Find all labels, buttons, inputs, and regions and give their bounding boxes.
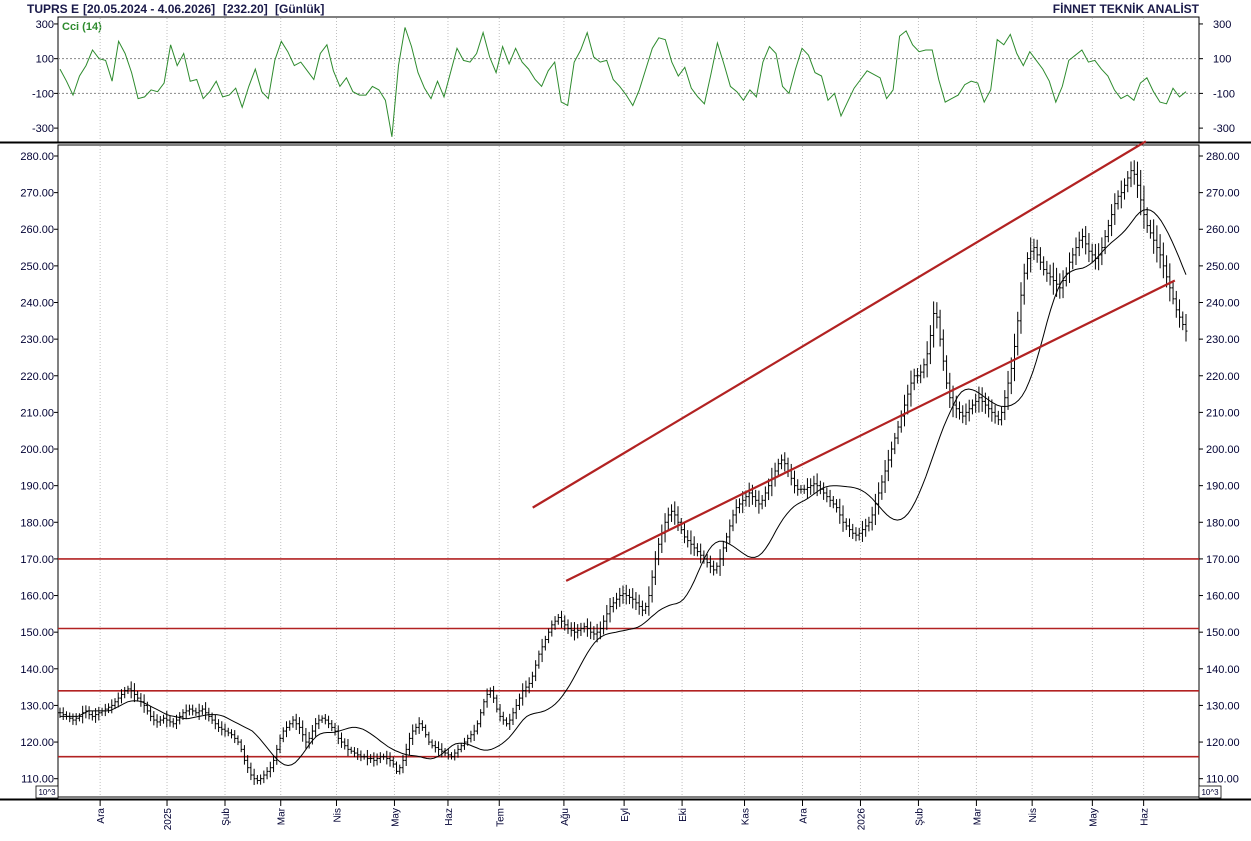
price-y-tick-label-left: 230.00: [20, 334, 54, 346]
x-tick-label: May: [390, 808, 401, 827]
cci-y-axis-left: 300 100 -100 -300: [32, 19, 58, 135]
price-y-tick-label-right: 120.00: [1206, 737, 1240, 749]
trend-line-channel-lower: [565, 279, 1176, 582]
x-tick-label: Nis: [332, 808, 343, 822]
price-y-tick-label-right: 270.00: [1206, 188, 1240, 200]
price-y-tick-label-right: 240.00: [1206, 298, 1240, 310]
price-y-tick-label-right: 140.00: [1206, 664, 1240, 676]
price-y-tick-label-right: 170.00: [1206, 554, 1240, 566]
price-frame: [57, 144, 1200, 798]
cci-y-tick-label-left: 300: [36, 19, 54, 31]
x-tick-label: Kas: [741, 808, 752, 825]
price-y-tick-label-right: 220.00: [1206, 371, 1240, 383]
x-tick-label: Ara: [96, 808, 107, 824]
scale-note-right: 10^3: [1201, 788, 1219, 797]
x-tick-label: 2026: [856, 808, 867, 831]
price-bars: [58, 160, 1188, 785]
price-y-tick-label-left: 240.00: [20, 298, 54, 310]
header-brand: FİNNET TEKNİK ANALİST: [1053, 1, 1200, 16]
cci-y-tick-label-left: 100: [36, 54, 54, 66]
cci-y-tick-label-left: -300: [32, 123, 54, 135]
cci-y-tick-label-right: 100: [1213, 54, 1231, 66]
price-y-tick-label-left: 250.00: [20, 261, 54, 273]
cci-label: Cci (14): [62, 21, 102, 33]
price-y-tick-label-left: 140.00: [20, 664, 54, 676]
price-y-tick-label-left: 190.00: [20, 481, 54, 493]
price-y-tick-label-right: 200.00: [1206, 444, 1240, 456]
price-y-tick-label-left: 150.00: [20, 627, 54, 639]
price-y-tick-label-left: 160.00: [20, 591, 54, 603]
price-y-tick-label-right: 230.00: [1206, 334, 1240, 346]
price-y-tick-label-left: 180.00: [20, 517, 54, 529]
price-y-tick-label-right: 180.00: [1206, 517, 1240, 529]
price-y-tick-label-left: 120.00: [20, 737, 54, 749]
price-y-tick-label-right: 160.00: [1206, 591, 1240, 603]
x-tick-label: Ağu: [560, 808, 571, 826]
x-tick-label: Mar: [277, 807, 288, 825]
price-y-tick-label-left: 200.00: [20, 444, 54, 456]
scale-note-left: 10^3: [38, 788, 56, 797]
x-tick-label: Tem: [495, 808, 506, 827]
price-y-tick-label-right: 190.00: [1206, 481, 1240, 493]
price-y-tick-label-left: 110.00: [21, 774, 54, 786]
cci-y-tick-label-right: -300: [1213, 123, 1235, 135]
x-tick-label: May: [1088, 808, 1099, 827]
scale-note-left-box: [35, 785, 59, 799]
cci-y-tick-label-right: 300: [1213, 19, 1231, 31]
price-grid: [99, 146, 1145, 796]
price-y-tick-label-left: 130.00: [20, 700, 54, 712]
x-tick-label: 2025: [163, 808, 174, 831]
price-panel: 280.00 270.00 260.00 250.00 240.00 230.00 220.…: [20, 140, 1240, 798]
price-y-tick-label-right: 130.00: [1206, 700, 1240, 712]
price-y-tick-label-left: 270.00: [20, 188, 54, 200]
price-y-tick-label-right: 260.00: [1206, 224, 1240, 236]
moving-average-line: [60, 208, 1187, 767]
trend-line-channel-upper: [532, 140, 1147, 509]
price-y-tick-label-right: 250.00: [1206, 261, 1240, 273]
price-y-tick-label-left: 280.00: [20, 151, 54, 163]
x-tick-label: Nis: [1028, 808, 1039, 822]
cci-series-line: [59, 27, 1187, 137]
price-y-axis-right: 280.00 270.00 260.00 250.00 240.00 230.00 220.…: [1199, 151, 1240, 786]
x-tick-label: Haz: [444, 808, 455, 826]
x-axis: Ara 2025 Şub Mar Nis May Haz Tem Ağu Eyl Eki Kas Ara…: [96, 800, 1151, 830]
price-y-tick-label-right: 280.00: [1206, 151, 1240, 163]
x-tick-label: Ara: [798, 808, 809, 824]
header-range: [20.05.2024 - 4.06.2026]: [83, 2, 215, 16]
price-y-tick-label-left: 220.00: [20, 371, 54, 383]
price-y-tick-label-left: 260.00: [20, 224, 54, 236]
x-tick-label: Eki: [678, 808, 689, 822]
cci-y-tick-label-right: -100: [1213, 88, 1235, 100]
x-tick-label: Eyl: [620, 808, 631, 822]
price-y-tick-label-right: 210.00: [1206, 407, 1240, 419]
x-tick-label: Şub: [221, 808, 232, 826]
price-y-tick-label-left: 170.00: [20, 554, 54, 566]
scale-note-right-box: [1198, 785, 1222, 799]
cci-grid: [58, 18, 1199, 141]
header-last-price: [232.20]: [223, 2, 268, 16]
trend-lines: [532, 140, 1176, 582]
price-y-tick-label-right: 150.00: [1206, 627, 1240, 639]
x-tick-label: Mar: [972, 807, 983, 825]
header-symbol: TUPRS E: [27, 2, 79, 16]
cci-y-axis-right: 300 100 -100 -300: [1199, 19, 1235, 135]
x-tick-label: Şub: [914, 808, 925, 826]
price-y-axis-left: 280.00 270.00 260.00 250.00 240.00 230.00 220.…: [20, 151, 58, 786]
x-tick-label: Haz: [1140, 808, 1151, 826]
header-period: [Günlük]: [275, 2, 324, 16]
price-y-tick-label-right: 110.00: [1206, 774, 1239, 786]
price-y-tick-label-left: 210.00: [20, 407, 54, 419]
cci-y-tick-label-left: -100: [32, 88, 54, 100]
